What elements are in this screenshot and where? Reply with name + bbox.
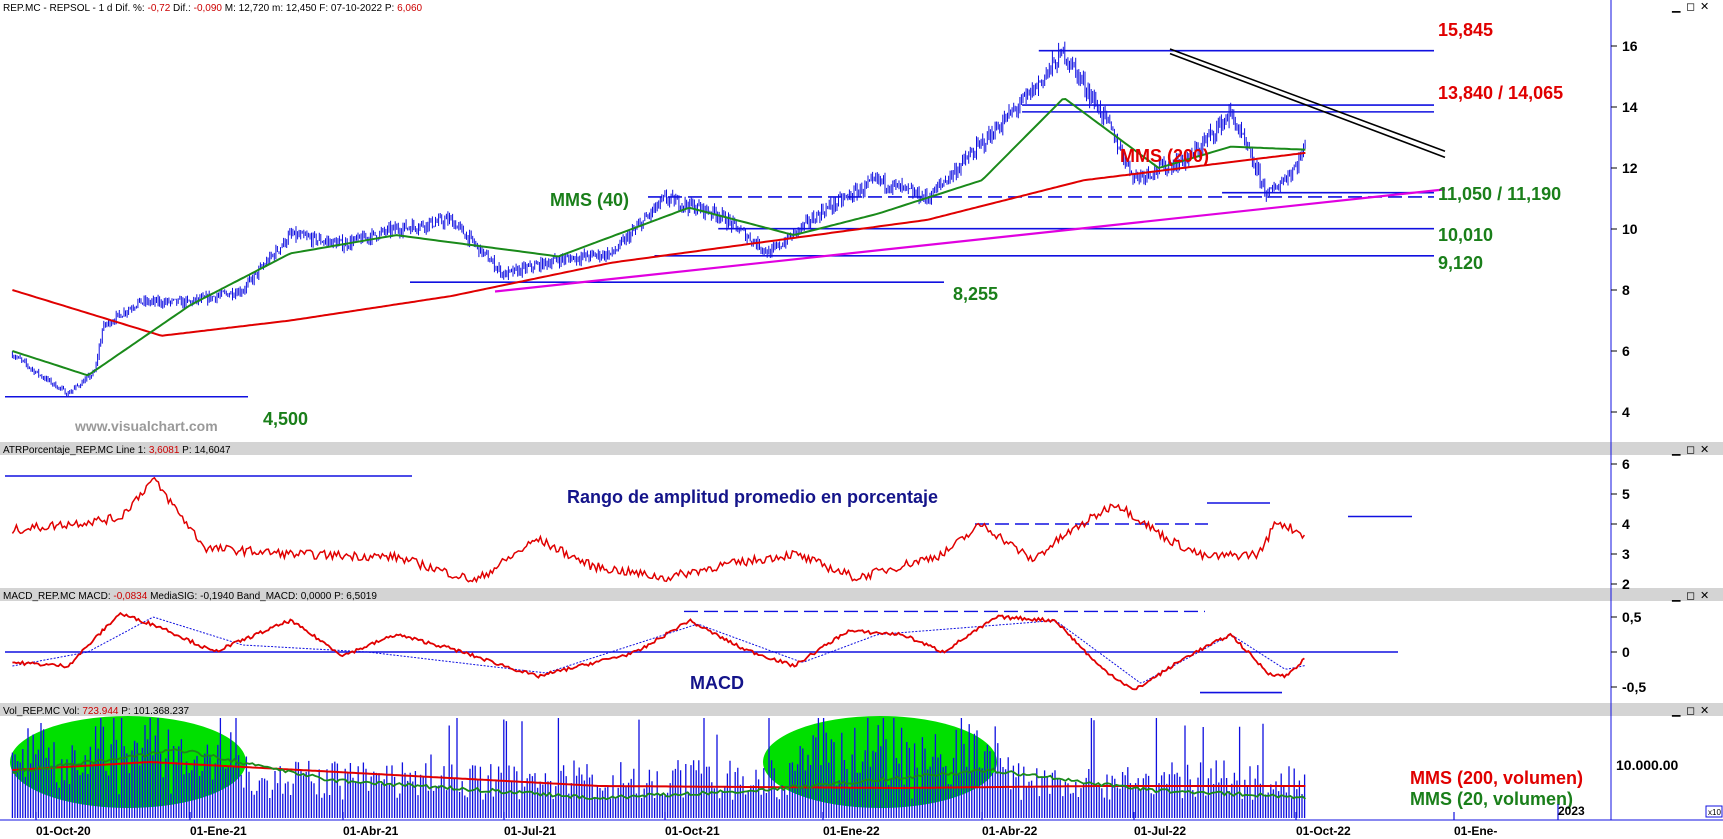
- macd-panel-header: MACD_REP.MC MACD: -0,0834 MediaSIG: -0,1…: [3, 591, 377, 602]
- restore-icon[interactable]: ◻: [1686, 589, 1695, 602]
- support-resistance-lines: [5, 48, 1446, 398]
- macd-y-tick-label: 0: [1622, 644, 1630, 660]
- window-buttons-atr: ▁ ◻ ✕: [1671, 443, 1709, 456]
- atr-y-tick-label: 2: [1622, 576, 1630, 592]
- minimize-icon[interactable]: ▁: [1671, 0, 1681, 13]
- separator-macd[interactable]: [0, 588, 1723, 601]
- atr-y-tick-label: 4: [1622, 516, 1630, 532]
- close-icon[interactable]: ✕: [1700, 589, 1709, 602]
- atr-y-tick-label: 6: [1622, 456, 1630, 472]
- minimize-icon[interactable]: ▁: [1671, 443, 1681, 456]
- price-candles: [11, 41, 1306, 398]
- x-axis: 01-Oct-20 01-Ene-21 01-Abr-21 01-Jul-21 01-O…: [35, 804, 1559, 838]
- window-buttons-volume: ▁ ◻ ✕: [1671, 704, 1709, 717]
- x-tick-label: 01-Jul-21: [504, 824, 556, 838]
- x-tick-label: 01-Ene-21: [190, 824, 247, 838]
- macd-line: [12, 611, 1305, 691]
- atr-series-group: [5, 475, 1412, 584]
- price-y-tick-label: 10: [1622, 221, 1638, 237]
- volume-mms20-label: MMS (20, volumen): [1410, 789, 1573, 809]
- atr-y-tick-label: 3: [1622, 546, 1630, 562]
- year-marker: 2023: [1558, 804, 1585, 818]
- price-series-group: [11, 41, 1306, 398]
- mms40-label: MMS (40): [550, 190, 629, 210]
- price-y-tick-label: 16: [1622, 38, 1638, 54]
- macd-signal-line: [12, 616, 1306, 684]
- restore-icon[interactable]: ◻: [1686, 704, 1695, 717]
- price-y-axis: 16 14 12 10 8 6 4: [1611, 38, 1638, 420]
- watermark: www.visualchart.com: [74, 418, 218, 434]
- x-tick-label: 01-Oct-22: [1296, 824, 1351, 838]
- volume-panel-header: Vol_REP.MC Vol: 723.944 P: 101.368.237: [3, 706, 190, 717]
- separator-volume[interactable]: [0, 703, 1723, 716]
- x-tick-label: 01-Abr-21: [343, 824, 399, 838]
- scale-badge-text: x10: [1708, 808, 1721, 817]
- volume-mms20-line: [12, 748, 1306, 801]
- level-label-11050-11190: 11,050 / 11,190: [1438, 184, 1561, 204]
- close-icon[interactable]: ✕: [1700, 704, 1709, 717]
- minimize-icon[interactable]: ▁: [1671, 704, 1681, 717]
- price-y-tick-label: 4: [1622, 404, 1630, 420]
- x-tick-label: 01-Ene-22: [823, 824, 880, 838]
- volume-series-group: [10, 716, 1306, 818]
- mms200-label: MMS (200): [1120, 146, 1209, 166]
- atr-y-axis: 6 5 4 3 2: [1611, 456, 1630, 592]
- atr-line: [11, 476, 1306, 584]
- trendline-resistance-black: [1169, 52, 1446, 159]
- x-tick-label: 01-Oct-20: [36, 824, 91, 838]
- close-icon[interactable]: ✕: [1700, 0, 1709, 13]
- volume-mms200-label: MMS (200, volumen): [1410, 768, 1583, 788]
- mms200-line: [12, 151, 1306, 337]
- level-label-13840-14065: 13,840 / 14,065: [1438, 83, 1563, 103]
- mms40-line: [12, 97, 1306, 377]
- price-y-tick-label: 14: [1622, 99, 1638, 115]
- level-label-8255: 8,255: [953, 284, 998, 304]
- close-icon[interactable]: ✕: [1700, 443, 1709, 456]
- price-y-tick-label: 8: [1622, 282, 1630, 298]
- level-label-15845: 15,845: [1438, 20, 1493, 40]
- panel-separators: [0, 442, 1723, 716]
- volume-mms200-line: [12, 760, 1306, 789]
- trendline-support-pink: [494, 188, 1446, 293]
- level-label-9120: 9,120: [1438, 253, 1483, 273]
- trendline-resistance-black: [1169, 48, 1446, 152]
- macd-y-tick-label: -0,5: [1622, 679, 1646, 695]
- x-tick-label: 01-Jul-22: [1134, 824, 1186, 838]
- price-y-tick-label: 12: [1622, 160, 1638, 176]
- restore-icon[interactable]: ◻: [1686, 443, 1695, 456]
- macd-note: MACD: [690, 673, 744, 693]
- macd-y-axis: 0,5 0 -0,5: [1611, 609, 1646, 695]
- price-y-tick-label: 6: [1622, 343, 1630, 359]
- atr-note: Rango de amplitud promedio en porcentaje: [567, 487, 938, 507]
- x-tick-label: 01-Abr-22: [982, 824, 1038, 838]
- x-tick-label: 01-Ene-: [1454, 824, 1497, 838]
- window-buttons-macd: ▁ ◻ ✕: [1671, 589, 1709, 602]
- window-buttons-price: ▁ ◻ ✕: [1671, 0, 1709, 13]
- macd-y-tick-label: 0,5: [1622, 609, 1642, 625]
- minimize-icon[interactable]: ▁: [1671, 589, 1681, 602]
- restore-icon[interactable]: ◻: [1686, 0, 1695, 13]
- price-panel-header: REP.MC - REPSOL - 1 d Dif. %: -0,72 Dif.…: [3, 3, 423, 14]
- x-tick-label: 01-Oct-21: [665, 824, 720, 838]
- atr-y-tick-label: 5: [1622, 486, 1630, 502]
- atr-panel-header: ATRPorcentaje_REP.MC Line 1: 3,6081 P: 1…: [3, 445, 231, 456]
- volume-bars: [11, 718, 1306, 818]
- scale-badge: [1705, 805, 1723, 818]
- volume-y-tick: 10.000.00: [1616, 757, 1678, 773]
- level-label-10010: 10,010: [1438, 225, 1493, 245]
- macd-series-group: [5, 610, 1398, 694]
- level-label-4500: 4,500: [263, 409, 308, 429]
- separator-atr[interactable]: [0, 442, 1723, 455]
